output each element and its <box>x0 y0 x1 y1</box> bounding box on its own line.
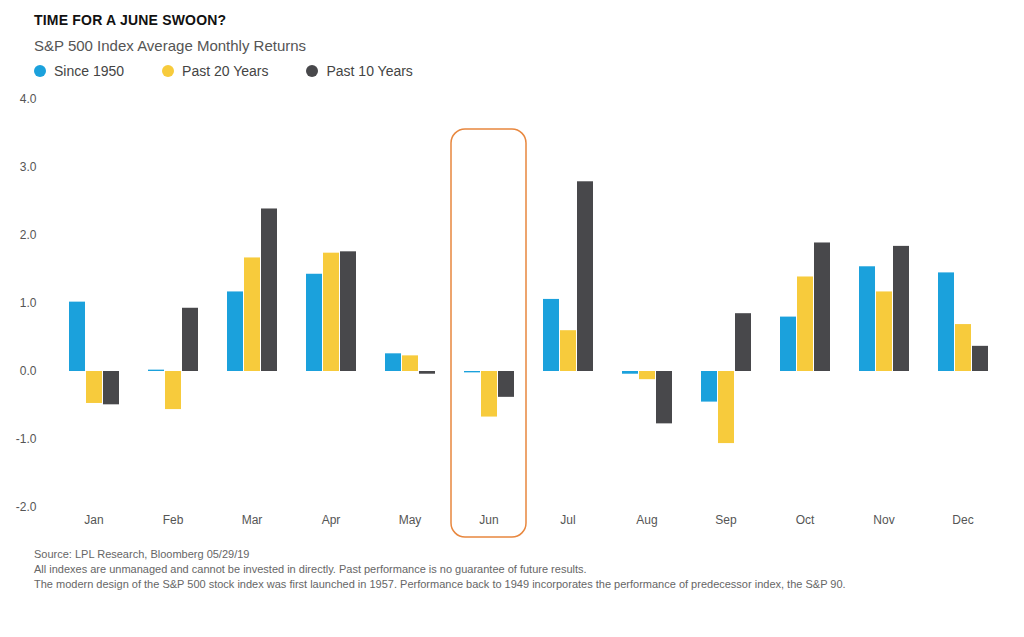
svg-text:Apr: Apr <box>322 513 341 527</box>
svg-text:Jun: Jun <box>479 513 498 527</box>
html-text:Past 20 Years: Past 20 Years <box>182 63 269 79</box>
svg-text:Mar: Mar <box>242 513 263 527</box>
svg-text:Oct: Oct <box>796 513 815 527</box>
svg-text:Sep: Sep <box>715 513 737 527</box>
svg-text:Feb: Feb <box>163 513 184 527</box>
svg-text:-1.0: -1.0 <box>16 432 37 446</box>
svg-text:Aug: Aug <box>636 513 657 527</box>
svg-text:2.0: 2.0 <box>20 228 37 242</box>
svg-text:Nov: Nov <box>873 513 894 527</box>
html-text:All indexes are unmanaged and: All indexes are unmanaged and cannot be … <box>34 563 587 575</box>
svg-text:1.0: 1.0 <box>20 296 37 310</box>
svg-text:Dec: Dec <box>952 513 973 527</box>
html-text:S&P 500 Index Average Monthly: S&P 500 Index Average Monthly Returns <box>34 37 307 54</box>
svg-text:Jan: Jan <box>84 513 103 527</box>
svg-text:0.0: 0.0 <box>20 364 37 378</box>
html-text:Source: LPL Research, Bloomber: Source: LPL Research, Bloomberg 05/29/19 <box>34 548 250 560</box>
svg-text:3.0: 3.0 <box>20 160 37 174</box>
html-text:Since 1950: Since 1950 <box>54 63 125 79</box>
svg-text:Jul: Jul <box>560 513 575 527</box>
svg-text:-2.0: -2.0 <box>16 500 37 514</box>
svg-text:May: May <box>399 513 422 527</box>
svg-text:4.0: 4.0 <box>20 92 37 106</box>
html-text:TIME FOR A JUNE SWOON?: TIME FOR A JUNE SWOON? <box>34 12 227 28</box>
html-text:The modern design of the S&P 5: The modern design of the S&P 500 stock i… <box>34 578 846 590</box>
html-text:Past 10 Years: Past 10 Years <box>326 63 413 79</box>
